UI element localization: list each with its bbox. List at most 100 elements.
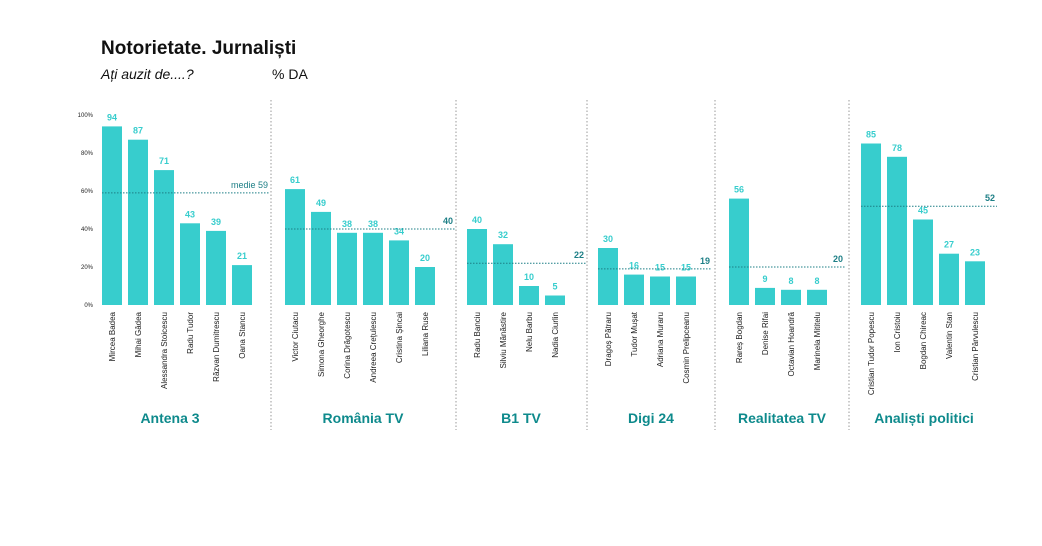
category-label: Cristian Pârvulescu <box>971 312 980 381</box>
category-label: Dragoș Pătraru <box>604 312 613 366</box>
bar <box>311 211 331 305</box>
bar-value-label: 9 <box>762 274 767 284</box>
category-label: Radu Banciu <box>473 312 482 358</box>
bar-value-label: 32 <box>498 230 508 240</box>
bar-value-label: 39 <box>211 217 221 227</box>
page-title: Notorietate. Jurnaliști <box>101 38 297 59</box>
bar-value-label: 34 <box>394 226 404 236</box>
bar <box>206 230 226 305</box>
survey-question: Ați auzit de....? <box>101 66 194 82</box>
bar-value-label: 8 <box>814 276 819 286</box>
bar <box>154 170 174 305</box>
bar <box>624 274 644 305</box>
bar-value-label: 56 <box>734 185 744 195</box>
mean-label: 20 <box>833 254 843 264</box>
mean-label: 40 <box>443 216 453 226</box>
bar <box>939 253 959 305</box>
bar <box>415 267 435 305</box>
category-label: Cristina Șincai <box>395 312 404 363</box>
unit-label: % DA <box>272 66 308 82</box>
category-label: Oana Stancu <box>238 312 247 359</box>
bar-value-label: 20 <box>420 253 430 263</box>
bar <box>861 143 881 305</box>
bar-value-label: 49 <box>316 198 326 208</box>
category-label: Corina Drăgotescu <box>343 312 352 379</box>
bar-value-label: 85 <box>866 130 876 140</box>
bar <box>887 156 907 305</box>
category-label: Rareș Bogdan <box>735 312 744 363</box>
mean-label: 19 <box>700 256 710 266</box>
bar <box>389 240 409 305</box>
bar <box>729 198 749 305</box>
category-label: Răzvan Dumitrescu <box>212 312 221 382</box>
bar-value-label: 94 <box>107 112 117 122</box>
category-label: Adriana Muraru <box>656 312 665 367</box>
bar <box>650 276 670 305</box>
bar-value-label: 38 <box>342 219 352 229</box>
category-label: Victor Ciutacu <box>291 312 300 362</box>
bar-value-label: 15 <box>681 263 691 273</box>
category-label: Mihai Gâdea <box>134 311 143 357</box>
category-label: Nelu Barbu <box>525 312 534 352</box>
bar-value-label: 15 <box>655 263 665 273</box>
bar <box>755 287 775 305</box>
mean-label: 22 <box>574 250 584 260</box>
bar-value-label: 8 <box>788 276 793 286</box>
y-tick-label: 40% <box>81 227 94 233</box>
category-label: Liliana Ruse <box>421 311 430 356</box>
category-label: Radu Tudor <box>186 312 195 354</box>
bar <box>232 265 252 305</box>
bar <box>102 126 122 306</box>
bar-value-label: 21 <box>237 251 247 261</box>
category-label: Valentin Stan <box>945 312 954 359</box>
bar <box>128 139 148 305</box>
category-label: Cristian Tudor Popescu <box>867 312 876 395</box>
group-label: Antena 3 <box>140 410 199 426</box>
group-label: Realitatea TV <box>738 410 827 426</box>
bar-value-label: 38 <box>368 219 378 229</box>
bar-value-label: 23 <box>970 247 980 257</box>
category-label: Andreea Crețulescu <box>369 312 378 383</box>
bar <box>180 223 200 305</box>
category-label: Octavian Hoandră <box>787 311 796 376</box>
category-label: Bogdan Chireac <box>919 312 928 369</box>
category-label: Mircea Badea <box>108 311 117 361</box>
mean-label: medie 59 <box>231 180 268 190</box>
bar-value-label: 27 <box>944 240 954 250</box>
bar-value-label: 5 <box>552 282 557 292</box>
category-label: Denise Rifai <box>761 312 770 355</box>
bar-value-label: 71 <box>159 156 169 166</box>
bar <box>913 219 933 305</box>
bar-value-label: 40 <box>472 215 482 225</box>
category-label: Silviu Mănăstire <box>499 311 508 368</box>
mean-label: 52 <box>985 193 995 203</box>
bar <box>519 286 539 305</box>
group-label: România TV <box>323 410 405 426</box>
bar <box>545 295 565 305</box>
bar <box>807 289 827 305</box>
bar <box>467 229 487 305</box>
y-tick-label: 80% <box>81 151 94 157</box>
group-label: Digi 24 <box>628 410 674 426</box>
bar <box>965 261 985 305</box>
bar <box>781 289 801 305</box>
category-label: Alessandra Stoicescu <box>160 312 169 389</box>
y-tick-label: 60% <box>81 189 94 195</box>
bar <box>285 189 305 305</box>
bar-value-label: 61 <box>290 175 300 185</box>
bar-value-label: 78 <box>892 143 902 153</box>
category-label: Tudor Mușat <box>630 311 639 356</box>
bar-value-label: 45 <box>918 206 928 216</box>
category-label: Ion Cristoiu <box>893 312 902 352</box>
group-label: Analiști politici <box>874 410 974 426</box>
category-label: Simona Gheorghe <box>317 311 326 376</box>
category-label: Cosmin Prelipceanu <box>682 312 691 384</box>
category-label: Nadia Ciurlin <box>551 312 560 358</box>
bar <box>598 248 618 305</box>
bar-value-label: 16 <box>629 261 639 271</box>
category-label: Marinela Mititelu <box>813 312 822 370</box>
bar <box>493 244 513 305</box>
y-tick-label: 100% <box>78 113 94 119</box>
y-tick-label: 0% <box>84 303 93 309</box>
